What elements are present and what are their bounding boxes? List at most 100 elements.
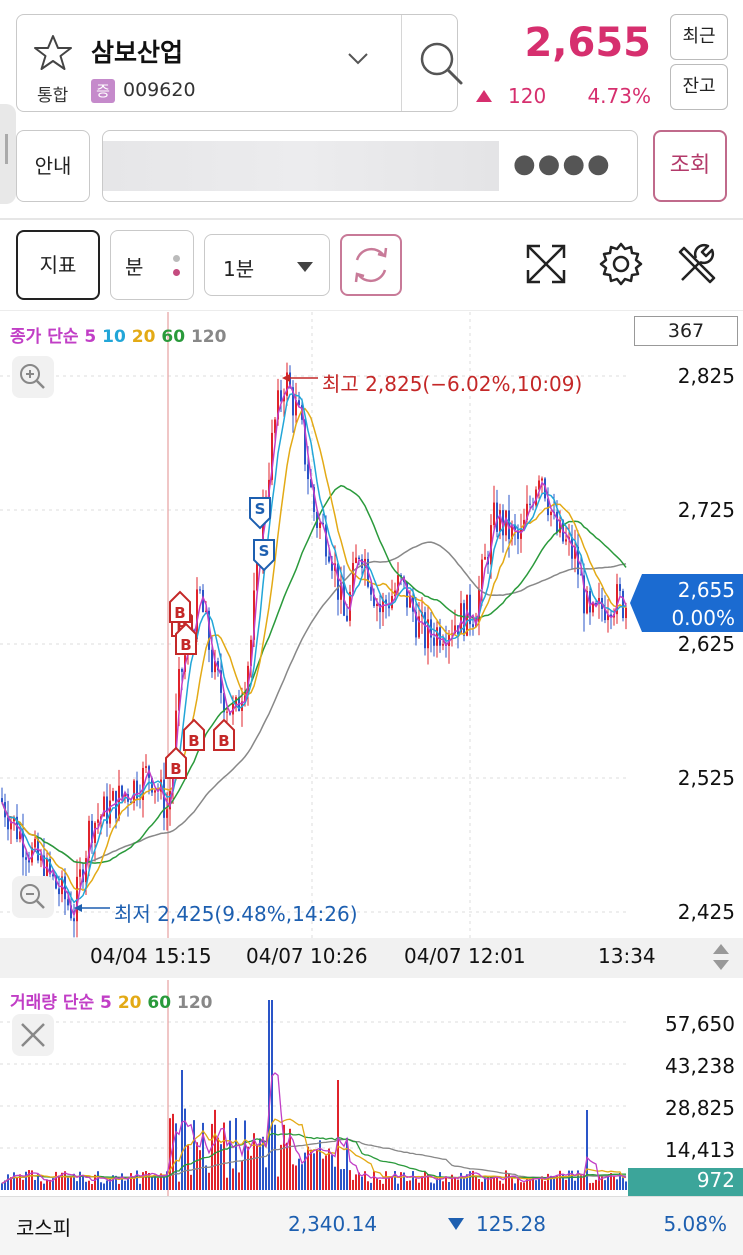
volume-bar	[76, 1181, 78, 1190]
index-ticker-bar[interactable]	[0, 1196, 743, 1255]
volume-bar	[67, 1177, 69, 1190]
chevron-down-icon[interactable]	[347, 51, 369, 67]
ma10-line	[1, 393, 627, 904]
low-marker	[74, 904, 110, 912]
volume-bar	[268, 1000, 270, 1190]
volume-bar	[355, 1174, 357, 1190]
candle-body	[67, 899, 69, 906]
ma-legend[interactable]: 종가 단순 5 10 20 60 120	[10, 322, 226, 347]
candle-body	[583, 575, 585, 614]
candle-body	[463, 603, 465, 636]
volume-bar	[307, 1146, 309, 1190]
gear-icon[interactable]	[597, 240, 645, 288]
volume-bar	[40, 1181, 42, 1190]
time-axis[interactable]	[0, 938, 743, 978]
candle-body	[517, 529, 519, 539]
volume-bar	[460, 1172, 462, 1190]
volume-bar	[160, 1173, 162, 1190]
drawer-grip	[5, 134, 8, 164]
volume-bar	[73, 1173, 75, 1190]
sell-signal-icon: S	[255, 500, 266, 518]
password-field[interactable]: ●●●●	[513, 149, 612, 179]
volume-bar	[61, 1172, 63, 1190]
candle-body	[352, 562, 354, 592]
buy-signal-icon	[169, 590, 191, 623]
candle-body	[592, 603, 594, 613]
candle-body	[196, 589, 198, 640]
volume-bar	[442, 1181, 444, 1190]
candle-body	[565, 539, 567, 542]
volume-axis-label: 43,238	[665, 1054, 735, 1078]
candle-body	[574, 546, 576, 559]
zoom-in-icon[interactable]	[12, 356, 54, 398]
volume-bar	[25, 1171, 27, 1190]
volume-chart[interactable]	[0, 980, 743, 1196]
candle-body	[361, 559, 363, 569]
candle-body	[328, 556, 330, 562]
candle-body	[88, 820, 90, 859]
query-button[interactable]: 조회	[653, 130, 727, 202]
volume-bar	[283, 1124, 285, 1190]
candle-body	[616, 584, 618, 615]
side-drawer-handle[interactable]	[0, 104, 16, 204]
candle-body	[502, 510, 504, 536]
candle-body	[163, 779, 165, 818]
interval-select[interactable]: 1분	[204, 234, 330, 296]
volume-bar	[481, 1181, 483, 1190]
candle-count[interactable]: 367	[634, 316, 738, 346]
close-icon[interactable]	[12, 1014, 54, 1056]
volume-bar	[97, 1171, 99, 1190]
candle-body	[46, 859, 48, 888]
high-marker	[282, 374, 318, 382]
candle-body	[454, 625, 456, 634]
period-type-button[interactable]: 분	[110, 230, 194, 300]
account-field[interactable]: ●●●●	[102, 130, 638, 202]
volume-bar	[106, 1180, 108, 1190]
search-icon[interactable]	[415, 37, 467, 89]
time-label: 13:34	[598, 944, 656, 968]
refresh-button[interactable]	[340, 234, 402, 296]
volume-bar	[211, 1123, 213, 1190]
price-axis-label: 2,425	[677, 900, 735, 924]
volume-bar	[604, 1180, 606, 1190]
candle-body	[595, 603, 597, 605]
buy-signal-icon	[165, 746, 187, 779]
candle-body	[250, 639, 252, 666]
legend-period-60: 60	[147, 993, 172, 1013]
tools-icon[interactable]	[674, 240, 722, 288]
price-chart[interactable]: BBBBBSSB	[0, 312, 743, 940]
volume-bar	[331, 1155, 333, 1190]
star-icon[interactable]	[33, 33, 73, 73]
candle-body	[325, 524, 327, 557]
volume-bar	[523, 1182, 525, 1190]
candle-body	[571, 537, 573, 559]
info-button[interactable]: 안내	[16, 130, 90, 202]
candle-body	[493, 502, 495, 526]
legend-period-120: 120	[190, 327, 227, 347]
candle-body	[340, 582, 342, 600]
balance-button[interactable]: 잔고	[670, 64, 728, 110]
recent-button[interactable]: 최근	[670, 14, 728, 60]
candle-body	[112, 791, 114, 801]
buy-signal-icon: B	[188, 732, 199, 750]
vma5-line	[1, 1072, 627, 1184]
volume-bar	[580, 1175, 582, 1190]
stock-selector[interactable]: 삼보산업 통합 증 009620	[16, 14, 463, 112]
candle-body	[214, 661, 216, 673]
volume-bar	[49, 1179, 51, 1190]
indicator-button[interactable]: 지표	[16, 230, 100, 300]
volume-axis-label: 57,650	[665, 1012, 735, 1036]
volume-current-tag	[628, 1168, 743, 1196]
resize-updown-icon[interactable]	[708, 940, 734, 974]
volume-bar	[532, 1177, 534, 1190]
volume-bar	[346, 1137, 348, 1190]
legend-period-5: 5	[84, 327, 97, 347]
candle-body	[94, 822, 96, 843]
volume-bar	[391, 1176, 393, 1190]
zoom-out-icon[interactable]	[12, 876, 54, 918]
volume-legend[interactable]: 거래량 단순 5 20 60 120	[10, 988, 213, 1013]
volume-bar	[589, 1183, 591, 1190]
expand-icon[interactable]	[522, 240, 570, 288]
volume-bar	[166, 1171, 168, 1190]
candle-body	[559, 520, 561, 533]
